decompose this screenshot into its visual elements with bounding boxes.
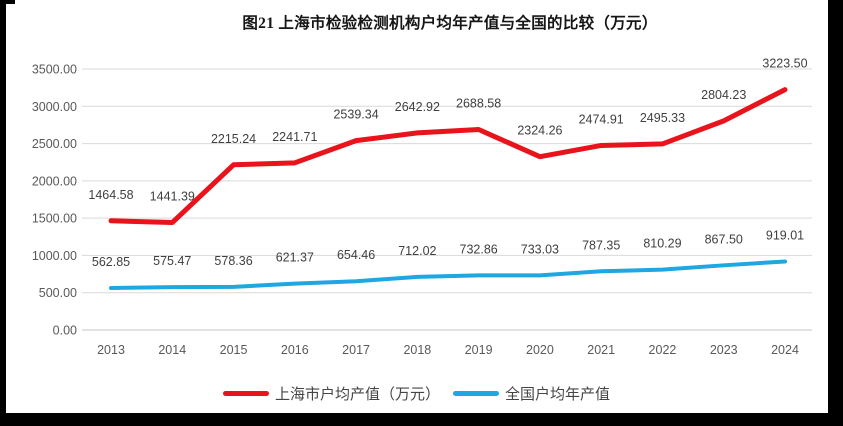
y-axis-tick-label: 500.00: [39, 286, 77, 300]
x-axis-tick-label: 2013: [97, 343, 125, 357]
x-axis-tick-label: 2024: [771, 343, 799, 357]
y-axis-tick-label: 3000.00: [32, 100, 77, 114]
y-axis-tick-label: 2500.00: [32, 137, 77, 151]
right-border-bar: [828, 0, 843, 426]
y-axis-tick-label: 2000.00: [32, 174, 77, 188]
blue-line-swatch-icon: [453, 390, 499, 396]
data-point-label: 621.37: [276, 251, 314, 265]
data-point-label: 578.36: [214, 254, 252, 268]
x-axis-tick-label: 2022: [649, 343, 677, 357]
x-axis-tick-label: 2016: [281, 343, 309, 357]
x-axis-tick-label: 2014: [158, 343, 186, 357]
red-line-swatch-icon: [222, 390, 269, 396]
data-point-label: 2539.34: [333, 108, 378, 122]
chart-title: 图21 上海市检验检测机构户均年产值与全国的比较（万元）: [242, 15, 658, 32]
series-line: [108, 87, 788, 226]
x-axis-tick-label: 2023: [710, 343, 738, 357]
y-axis-tick-label: 1000.00: [32, 249, 77, 263]
top-left-border-notch: [0, 0, 15, 4]
data-point-label: 919.01: [766, 228, 804, 242]
data-point-label: 2474.91: [579, 112, 624, 126]
x-axis-tick-label: 2019: [465, 343, 493, 357]
data-point-label: 2215.24: [211, 132, 256, 146]
x-axis-tick-label: 2015: [220, 343, 248, 357]
data-point-label: 575.47: [153, 254, 191, 268]
data-point-label: 654.46: [337, 248, 375, 262]
data-point-label: 2804.23: [701, 88, 746, 102]
y-axis-tick-label: 0.00: [53, 324, 77, 338]
data-point-label: 2495.33: [640, 111, 685, 125]
legend-label-shanghai: 上海市户均产值（万元）: [274, 385, 440, 403]
data-point-label: 3223.50: [762, 57, 807, 71]
data-point-label: 2688.58: [456, 97, 501, 111]
data-point-label: 732.86: [460, 242, 498, 256]
x-axis-tick-label: 2018: [403, 343, 431, 357]
data-point-label: 562.85: [92, 255, 130, 269]
legend-label-national: 全国户均年产值: [505, 385, 611, 403]
data-point-label: 733.03: [521, 242, 559, 256]
data-point-label: 2241.71: [272, 130, 317, 144]
chart-legend: 上海市户均产值（万元） 全国户均年产值: [6, 380, 827, 406]
y-axis-tick-label: 1500.00: [32, 212, 77, 226]
data-point-label: 1464.58: [88, 188, 133, 202]
data-point-label: 787.35: [582, 238, 620, 252]
x-axis-tick-label: 2017: [342, 343, 370, 357]
left-border-bar: [0, 0, 6, 426]
data-point-label: 810.29: [643, 237, 681, 251]
legend-item-shanghai: 上海市户均产值（万元）: [222, 383, 440, 404]
data-point-label: 2642.92: [395, 100, 440, 114]
legend-item-national: 全国户均年产值: [453, 383, 610, 404]
data-point-label: 1441.39: [150, 190, 195, 204]
bottom-border-bar: [0, 413, 843, 426]
data-point-label: 712.02: [398, 244, 436, 258]
series-line: [109, 259, 787, 291]
x-axis-tick-label: 2021: [587, 343, 615, 357]
x-axis-tick-label: 2020: [526, 343, 554, 357]
data-point-label: 867.50: [705, 232, 743, 246]
y-axis-tick-label: 3500.00: [32, 63, 77, 77]
data-point-label: 2324.26: [517, 124, 562, 138]
